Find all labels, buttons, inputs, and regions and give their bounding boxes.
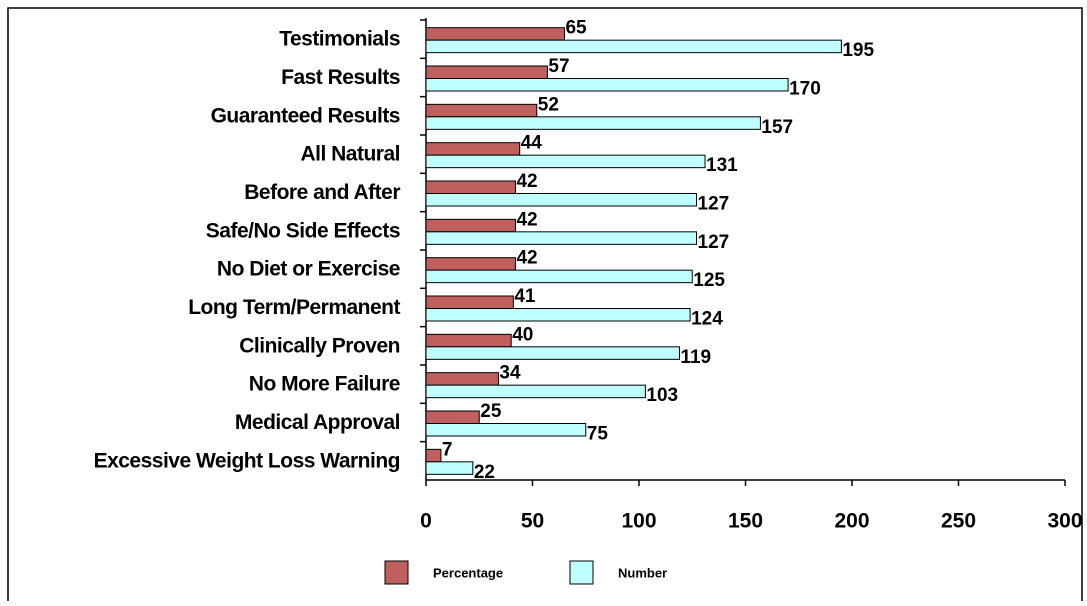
y-tick-label: No More Failure [249,373,400,396]
value-label: 103 [646,385,678,406]
value-label: 127 [698,194,730,215]
value-label: 7 [442,439,453,460]
value-label: 44 [521,133,543,154]
value-label: 124 [691,309,723,330]
x-tick-label: 0 [420,510,432,533]
value-label: 75 [587,424,609,445]
bar [425,448,442,463]
y-tick-label: Guaranteed Results [211,104,400,127]
value-label: 41 [514,286,536,307]
bar [425,410,480,424]
bar [425,116,761,130]
bar [425,333,512,348]
y-tick-label: Testimonials [279,28,400,51]
bar [425,78,789,92]
value-label: 42 [516,209,537,230]
x-tick-label: 200 [834,510,869,533]
value-label: 42 [516,248,537,269]
legend-swatch [384,560,409,585]
y-tick-label: All Natural [300,143,400,166]
bar [425,103,538,118]
bar [425,39,842,54]
value-label: 195 [842,40,874,61]
value-label: 52 [538,94,559,115]
value-label: 40 [512,324,533,345]
value-label: 25 [480,401,502,422]
value-label: 65 [565,18,587,39]
bar [425,142,521,156]
value-label: 22 [474,462,495,483]
bar [425,193,698,207]
bar [425,423,587,437]
x-tick-label: 150 [728,510,763,533]
y-tick-label: Safe/No Side Effects [206,219,400,242]
bar [425,269,693,284]
legend-label: Percentage [433,565,503,580]
y-tick-label: Fast Results [281,66,400,89]
y-tick-label: Long Term/Permanent [188,296,400,319]
y-tick-label: Medical Approval [235,411,400,434]
value-label: 119 [680,347,711,368]
value-label: 131 [706,155,738,176]
bar [425,346,680,360]
bar [425,257,516,271]
value-label: 34 [499,363,521,384]
x-tick-label: 250 [941,510,976,533]
y-tick-label: No Diet or Exercise [217,258,400,281]
value-label: 125 [693,270,725,291]
bar [425,180,516,194]
y-tick-label: Excessive Weight Loss Warning [94,449,400,472]
bar [425,231,698,245]
bar [425,461,474,475]
bar [425,372,499,386]
value-label: 42 [516,171,537,192]
value-label: 127 [698,232,730,253]
y-tick-label: Clinically Proven [239,334,400,357]
legend-swatch [569,560,594,585]
bar [425,295,514,309]
frame [7,7,1083,601]
bar [425,65,548,79]
bar [425,218,516,233]
bar [425,384,646,399]
bar [425,154,706,169]
x-tick-label: 50 [521,510,544,533]
value-label: 57 [548,56,569,77]
bar [425,308,691,322]
bar [425,27,565,41]
value-label: 157 [761,117,793,138]
x-tick-label: 100 [621,510,656,533]
value-label: 170 [789,79,821,100]
y-tick-label: Before and After [244,181,400,204]
legend-label: Number [618,565,667,580]
x-tick-label: 300 [1047,510,1082,533]
